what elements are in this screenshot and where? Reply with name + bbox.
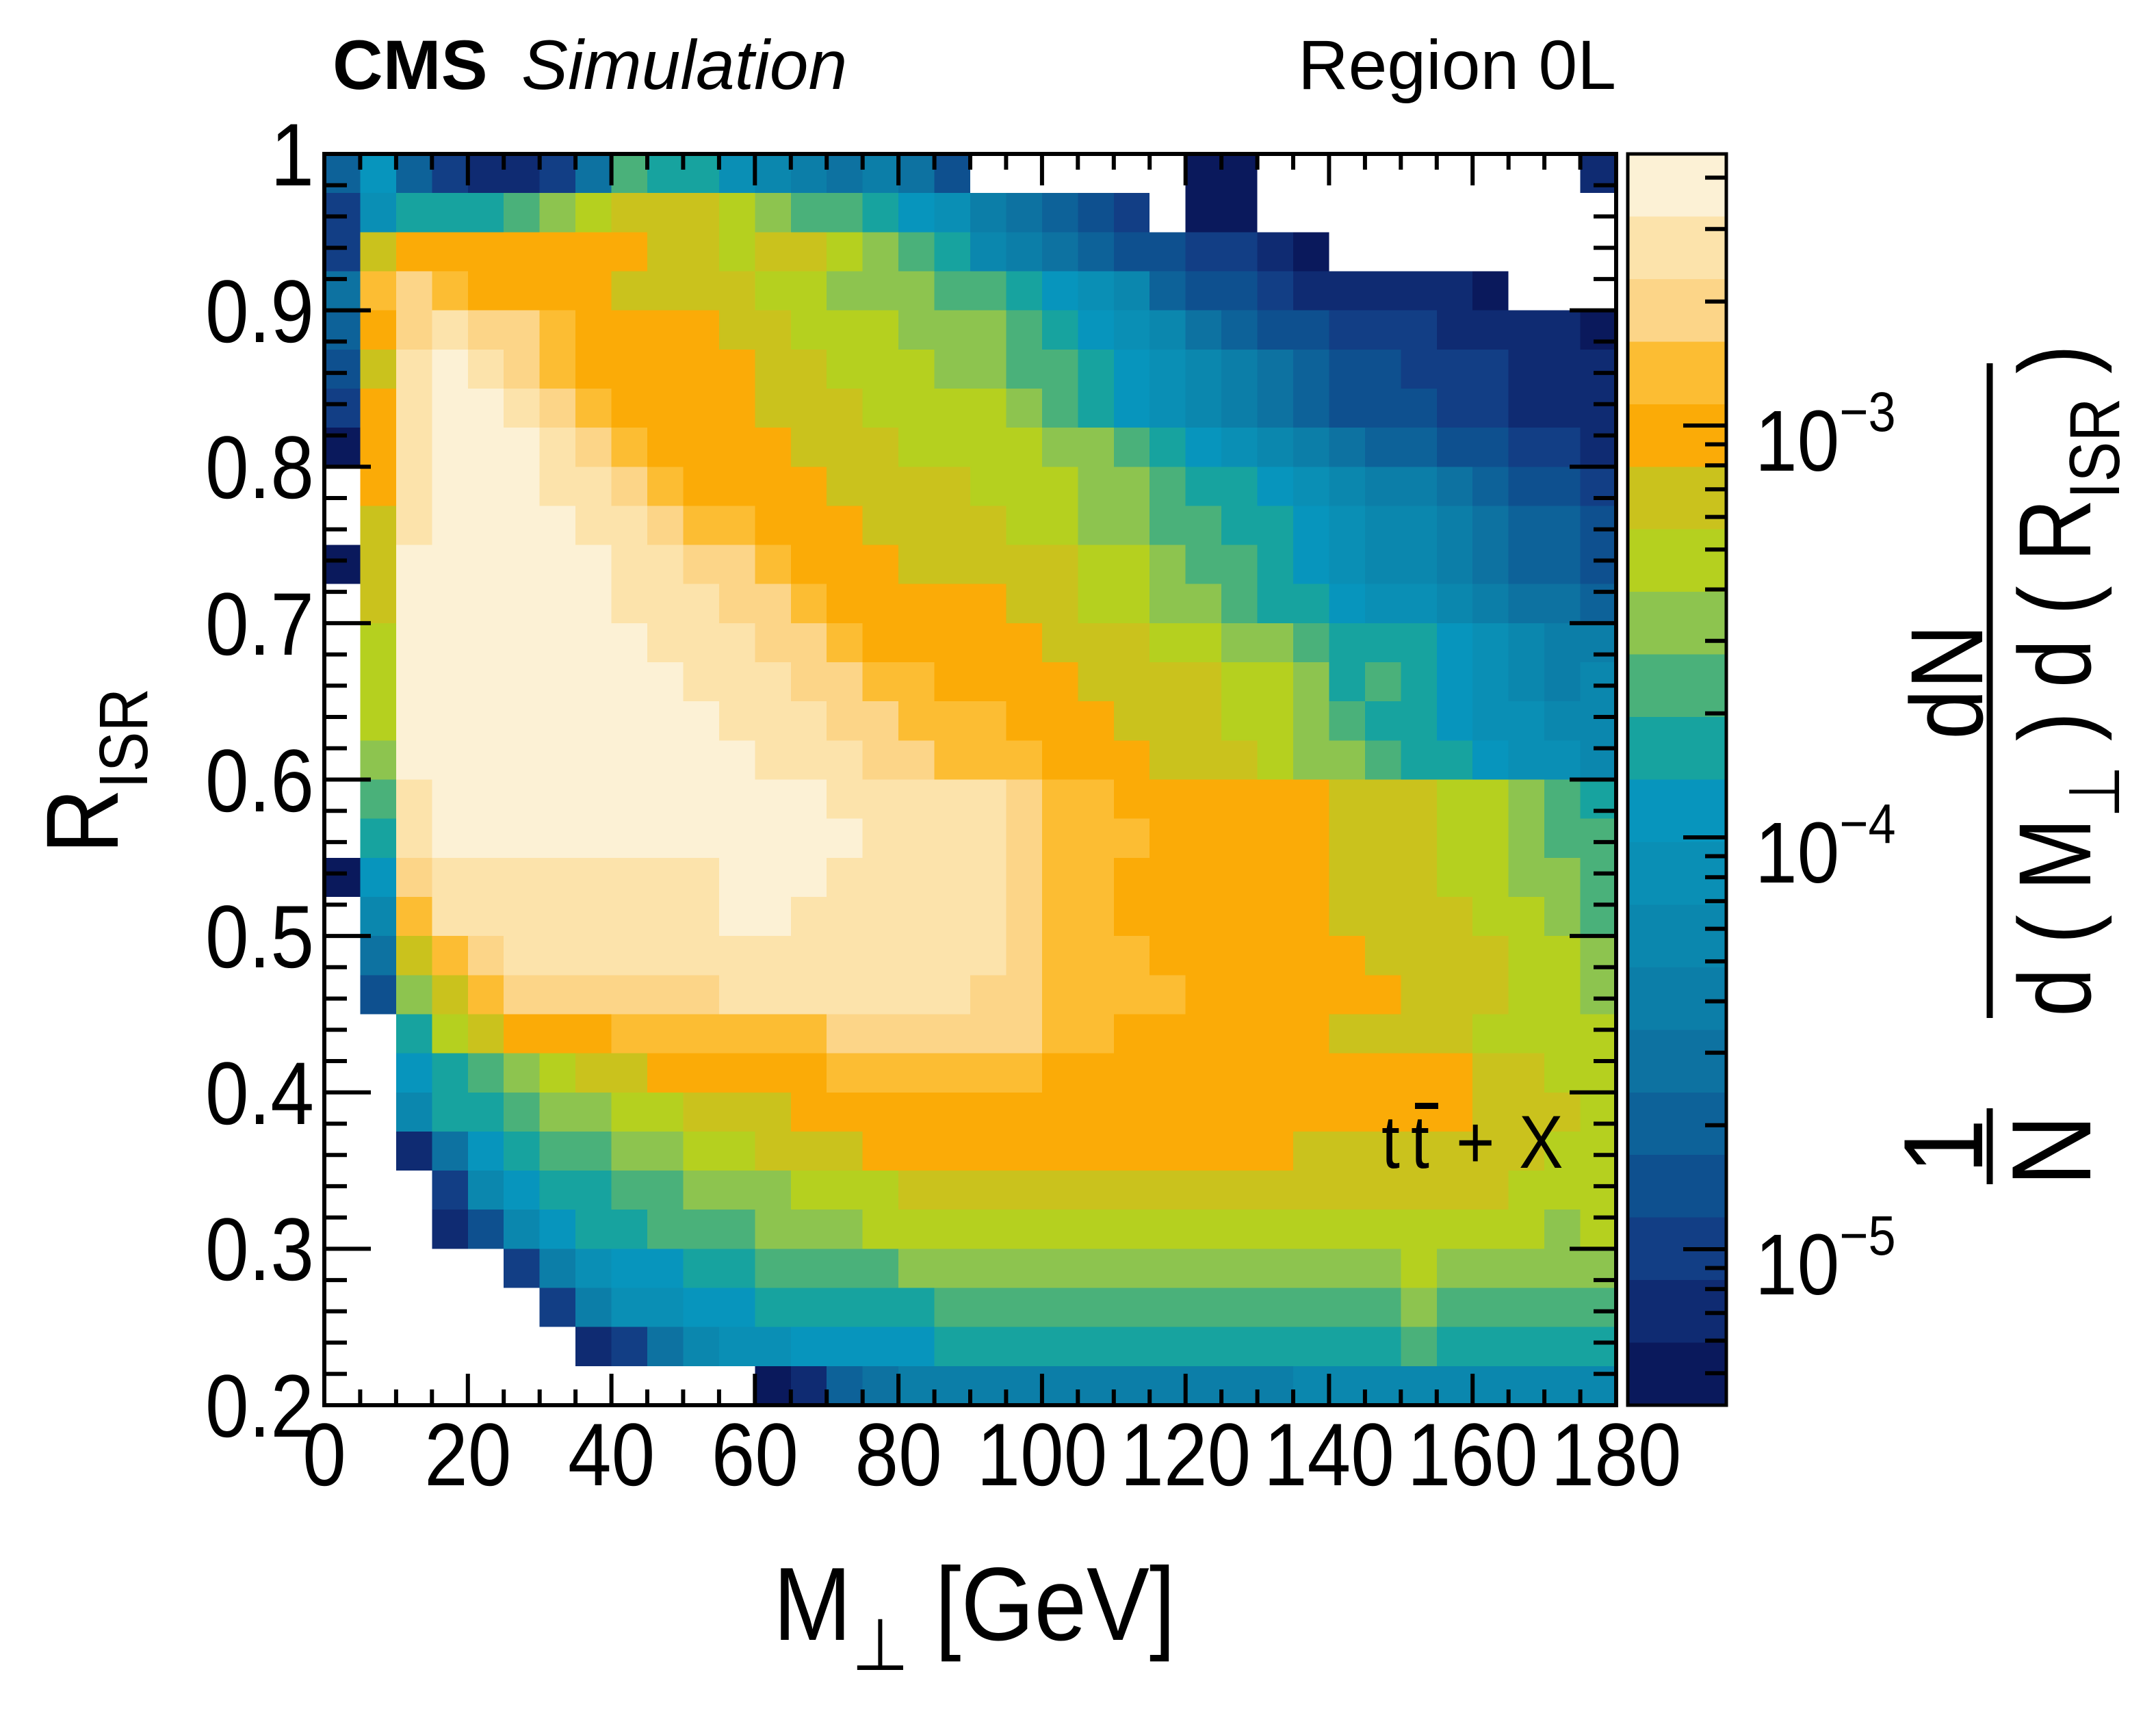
svg-text:0.7: 0.7: [205, 574, 314, 673]
svg-text:Simulation: Simulation: [521, 26, 847, 104]
svg-text:1: 1: [270, 105, 314, 204]
svg-text:+: +: [1456, 1099, 1495, 1184]
svg-text:80: 80: [855, 1405, 941, 1504]
svg-text:180: 180: [1551, 1405, 1682, 1504]
svg-text:dN: dN: [1889, 624, 2004, 740]
svg-text:160: 160: [1407, 1405, 1538, 1504]
svg-text:0.8: 0.8: [205, 417, 314, 517]
svg-text:t: t: [1381, 1099, 1400, 1184]
svg-text:140: 140: [1264, 1405, 1394, 1504]
svg-text:X: X: [1519, 1099, 1563, 1184]
svg-text:t: t: [1411, 1099, 1429, 1184]
svg-text:0.9: 0.9: [205, 261, 314, 361]
svg-text:0.3: 0.3: [205, 1199, 314, 1298]
svg-text:Region 0L: Region 0L: [1298, 26, 1616, 104]
svg-text:100: 100: [976, 1405, 1107, 1504]
svg-text:0.5: 0.5: [205, 887, 314, 986]
svg-text:1: 1: [1880, 1119, 2006, 1174]
svg-text:CMS: CMS: [333, 26, 488, 104]
svg-text:0.2: 0.2: [205, 1356, 314, 1455]
svg-text:0.4: 0.4: [205, 1043, 314, 1142]
svg-text:N: N: [1988, 1114, 2114, 1186]
svg-text:20: 20: [424, 1405, 511, 1504]
svg-text:40: 40: [568, 1405, 655, 1504]
svg-text:60: 60: [712, 1405, 798, 1504]
svg-text:0.6: 0.6: [205, 731, 314, 830]
svg-text:120: 120: [1120, 1405, 1251, 1504]
svg-text:0: 0: [302, 1405, 346, 1504]
